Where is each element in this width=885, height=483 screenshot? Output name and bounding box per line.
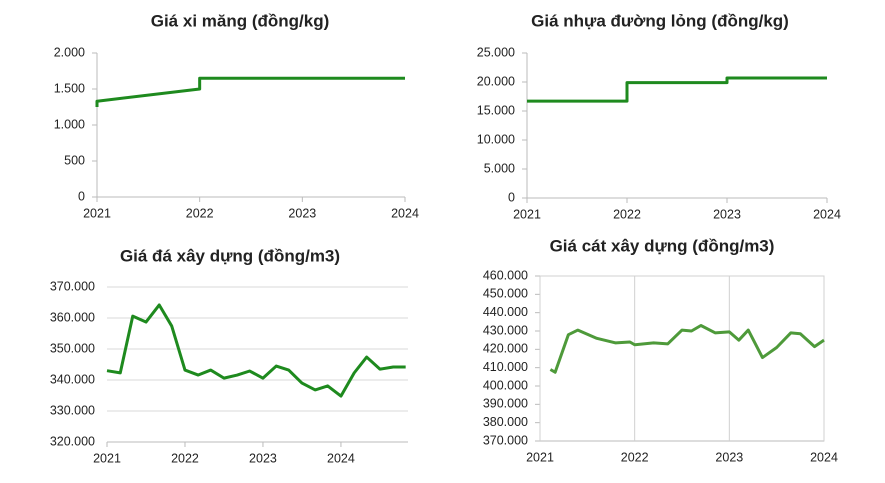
y-tick-label: 400.000: [483, 378, 528, 392]
y-tick-label: 20.000: [477, 74, 515, 88]
y-tick-label: 10.000: [477, 132, 515, 146]
y-tick-label: 330.000: [50, 403, 95, 417]
line-series: [106, 303, 406, 398]
x-tick-label: 2024: [813, 207, 841, 221]
x-tick-label: 2021: [93, 451, 121, 465]
y-tick-label: 320.000: [50, 434, 95, 448]
y-tick-label: 350.000: [50, 341, 95, 355]
y-tick-label: 450.000: [483, 287, 528, 301]
x-tick-label: 2021: [83, 206, 111, 220]
y-tick-label: 430.000: [483, 323, 528, 337]
chart-title: Giá cát xây dựng (đồng/m3): [550, 236, 775, 255]
y-tick-label: 360.000: [50, 310, 95, 324]
x-tick-label: 2024: [327, 451, 355, 465]
x-tick-label: 2023: [249, 451, 277, 465]
y-tick-label: 500: [64, 153, 85, 167]
x-tick-label: 2022: [613, 207, 641, 221]
y-tick-label: 15.000: [477, 103, 515, 117]
y-tick-label: 2.000: [54, 45, 85, 59]
line-series: [549, 324, 825, 374]
x-tick-label: 2022: [171, 451, 199, 465]
y-tick-label: 370.000: [50, 279, 95, 293]
x-tick-label: 2022: [186, 206, 214, 220]
plot-border: [539, 275, 825, 442]
x-tick-label: 2021: [513, 207, 541, 221]
chart-title: Giá xi măng (đồng/kg): [151, 11, 330, 30]
y-tick-label: 370.000: [483, 433, 528, 447]
y-tick-label: 0: [508, 190, 515, 204]
y-tick-label: 380.000: [483, 415, 528, 429]
y-tick-label: 390.000: [483, 397, 528, 411]
x-tick-label: 2023: [715, 450, 743, 464]
y-tick-label: 1.500: [54, 81, 85, 95]
x-tick-label: 2022: [621, 450, 649, 464]
x-tick-label: 2024: [810, 450, 838, 464]
x-tick-label: 2021: [526, 450, 554, 464]
x-tick-label: 2023: [288, 206, 316, 220]
y-tick-label: 410.000: [483, 360, 528, 374]
chart-title: Giá nhựa đường lỏng (đồng/kg): [531, 11, 789, 30]
y-tick-label: 0: [78, 189, 85, 203]
line-series: [527, 76, 827, 103]
y-tick-label: 420.000: [483, 342, 528, 356]
y-tick-label: 1.000: [54, 117, 85, 131]
y-tick-label: 25.000: [477, 45, 515, 59]
y-tick-label: 460.000: [483, 268, 528, 282]
x-tick-label: 2024: [391, 206, 419, 220]
line-series: [95, 76, 405, 107]
x-tick-label: 2023: [713, 207, 741, 221]
y-tick-label: 340.000: [50, 372, 95, 386]
chart-title: Giá đá xây dựng (đồng/m3): [120, 246, 340, 265]
y-tick-label: 440.000: [483, 305, 528, 319]
y-tick-label: 5.000: [484, 161, 515, 175]
